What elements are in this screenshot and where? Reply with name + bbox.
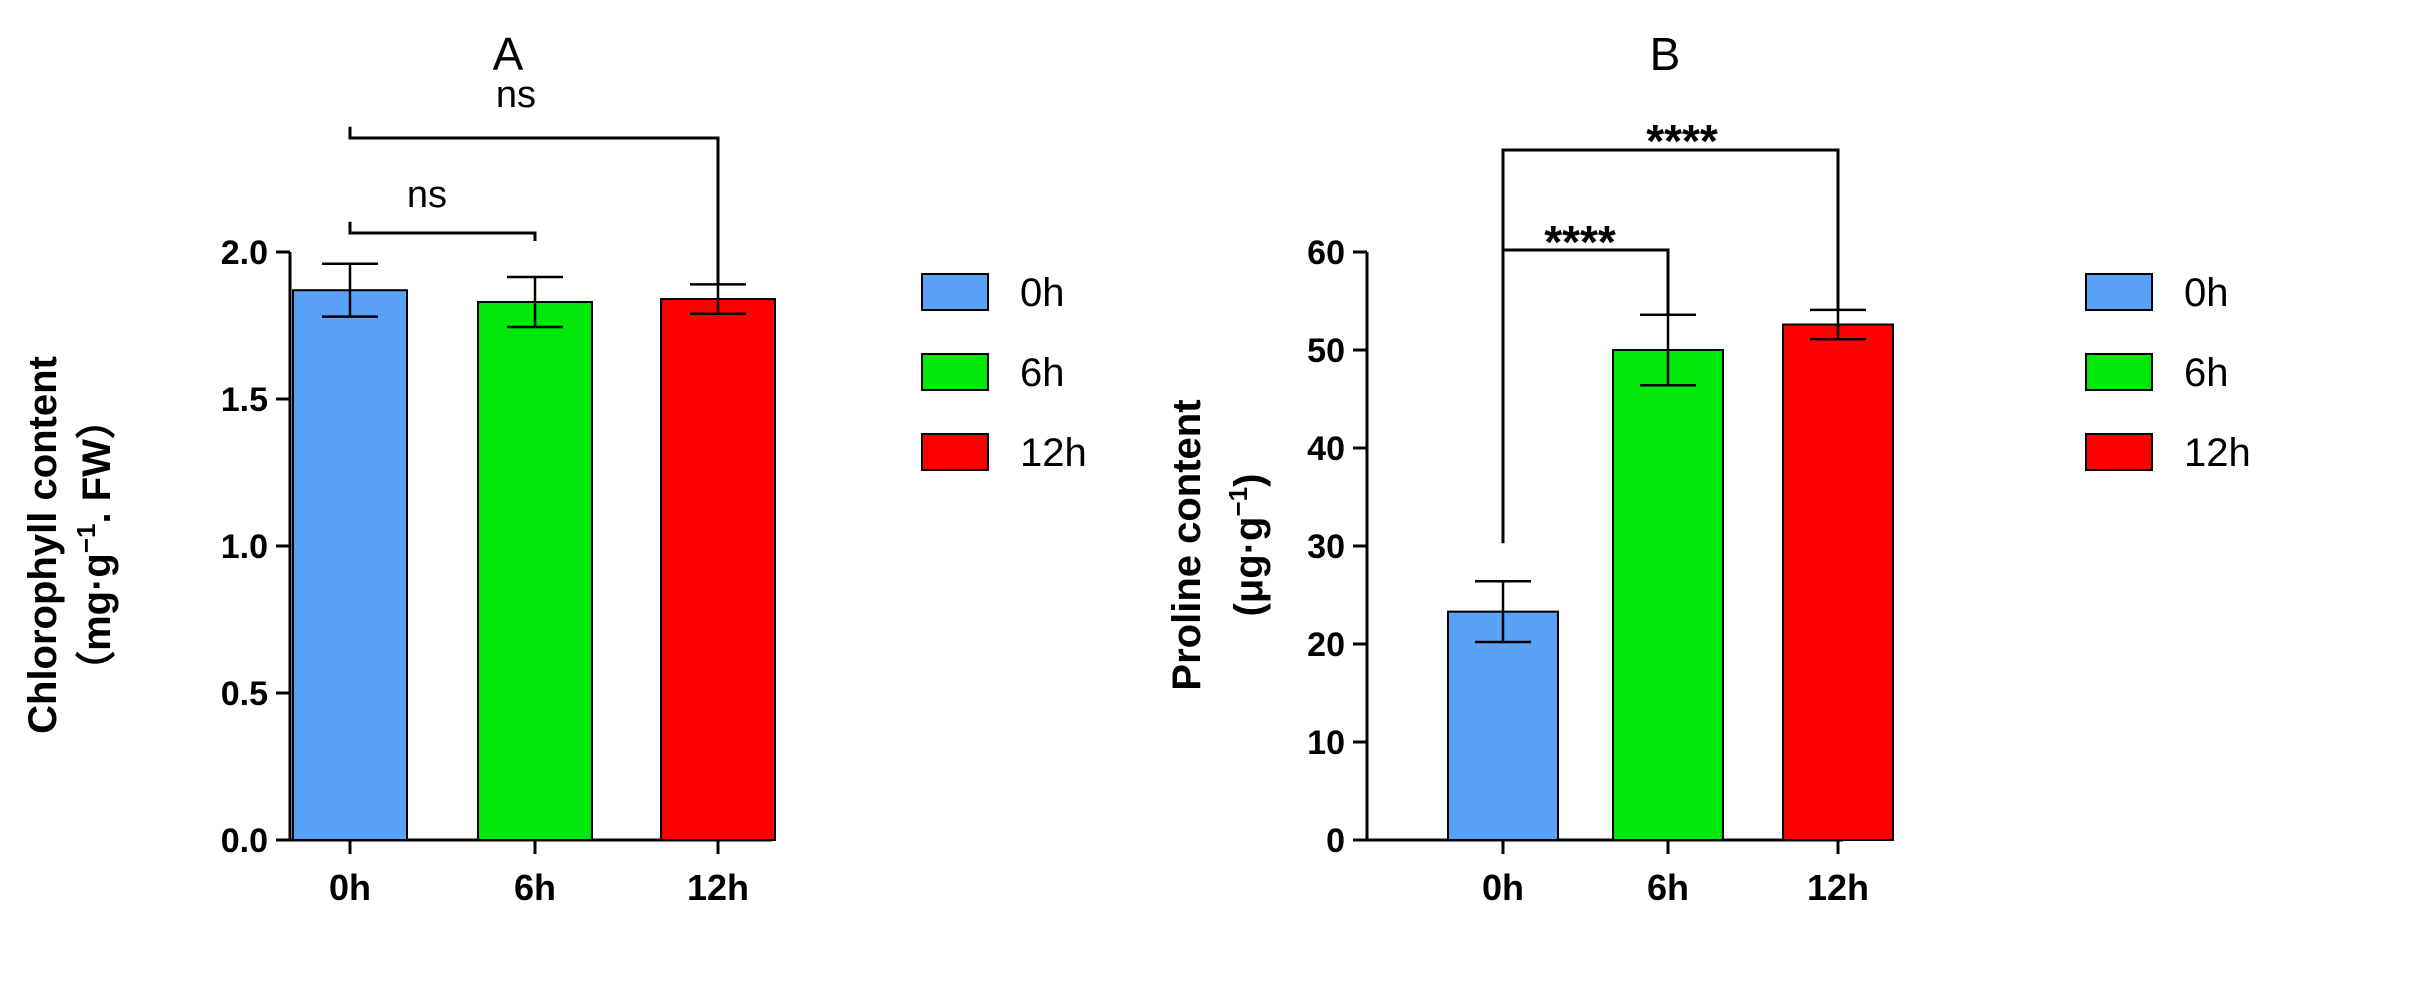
panel-b-ytick-label: 60 (1307, 234, 1345, 272)
panel-a-bar-12h (660, 298, 776, 842)
panel-a-ytick-label: 1.5 (221, 381, 268, 419)
panel-a-legend-swatch-0h (921, 273, 989, 311)
panel-b-significance-bracket (1501, 148, 1840, 544)
panel-b-ylabel-units: (μg·g−1) (1223, 474, 1271, 617)
panel-a-xtick-label: 0h (329, 867, 371, 908)
panel-a-ytick-label: 1.0 (221, 528, 268, 566)
panel-a-ytick-label: 0.0 (221, 822, 268, 860)
panel-b-legend-label: 12h (2184, 431, 2251, 475)
panel-a-significance-bracket (348, 221, 537, 241)
panel-b-legend-swatch-12h (2085, 433, 2153, 471)
panel-b-xtick-label: 0h (1482, 867, 1524, 908)
panel-b-significance-label: **** (1646, 115, 1718, 167)
panel-a-bar-6h (477, 300, 593, 842)
panel-a-legend-label: 12h (1020, 431, 1087, 475)
panel-b-ylabel-units-exponent: −1 (1223, 487, 1253, 517)
panel-b-ytick-label: 50 (1307, 332, 1345, 370)
panel-a-title: A (493, 28, 524, 80)
panel-b-significance-label: **** (1544, 216, 1616, 268)
panel-a-bar-0h (292, 289, 408, 842)
panel-b-ylabel-units-main: (μg·g (1227, 517, 1271, 617)
panel-a-legend-swatch-6h (921, 353, 989, 391)
panel-b-ytick-label: 30 (1307, 528, 1345, 566)
panel-b-legend-swatch-6h (2085, 353, 2153, 391)
panel-b-ylabel-units-tail: ) (1227, 474, 1271, 487)
panel-a-ylabel-units-tail: . FW） (75, 399, 119, 523)
panel-a-ytick-label: 2.0 (221, 234, 268, 272)
panel-a-ylabel-units: （mg·g−1. FW） (71, 399, 119, 691)
panel-b-ylabel: Proline content (1165, 399, 1209, 690)
panel-b-xtick-label: 12h (1807, 867, 1869, 908)
panel-a-legend-label: 6h (1020, 351, 1065, 395)
panel-a-chart: A Chlorophyll content （mg·g−1. FW） 0.0 0.5 1.… (21, 28, 1087, 908)
panel-a-ylabel-units-main: （mg·g (75, 553, 119, 691)
panel-b-legend-label: 6h (2184, 351, 2229, 395)
panel-a-significance-label: ns (496, 74, 536, 116)
panel-b-chart: B Proline content (μg·g−1) 0 10 20 30 40 50 60 0h 6… (1165, 28, 2251, 908)
panel-a-ylabel: Chlorophyll content (21, 356, 65, 734)
panel-b-ytick-label: 10 (1307, 724, 1345, 762)
panel-a-ytick-label: 0.5 (221, 675, 268, 713)
panel-b-legend-swatch-0h (2085, 273, 2153, 311)
panel-a-significance-bracket (348, 126, 720, 285)
panel-b-bar-6h (1612, 349, 1724, 841)
panel-b-title: B (1650, 28, 1681, 80)
panel-a-legend-label: 0h (1020, 271, 1065, 315)
panel-b-legend-label: 0h (2184, 271, 2229, 315)
panel-a-ylabel-units-exponent: −1 (71, 524, 101, 554)
panel-a-xtick-label: 12h (687, 867, 749, 908)
panel-b-ytick-label: 40 (1307, 430, 1345, 468)
panel-b-bar-12h (1782, 323, 1894, 841)
panel-b-ytick-label: 0 (1326, 822, 1345, 860)
panel-b-ytick-label: 20 (1307, 626, 1345, 664)
panel-b-bar-0h (1447, 610, 1559, 841)
panel-a-legend-swatch-12h (921, 433, 989, 471)
panel-a-xtick-label: 6h (514, 867, 556, 908)
panel-a-significance-label: ns (407, 174, 447, 216)
panel-b-xtick-label: 6h (1647, 867, 1689, 908)
